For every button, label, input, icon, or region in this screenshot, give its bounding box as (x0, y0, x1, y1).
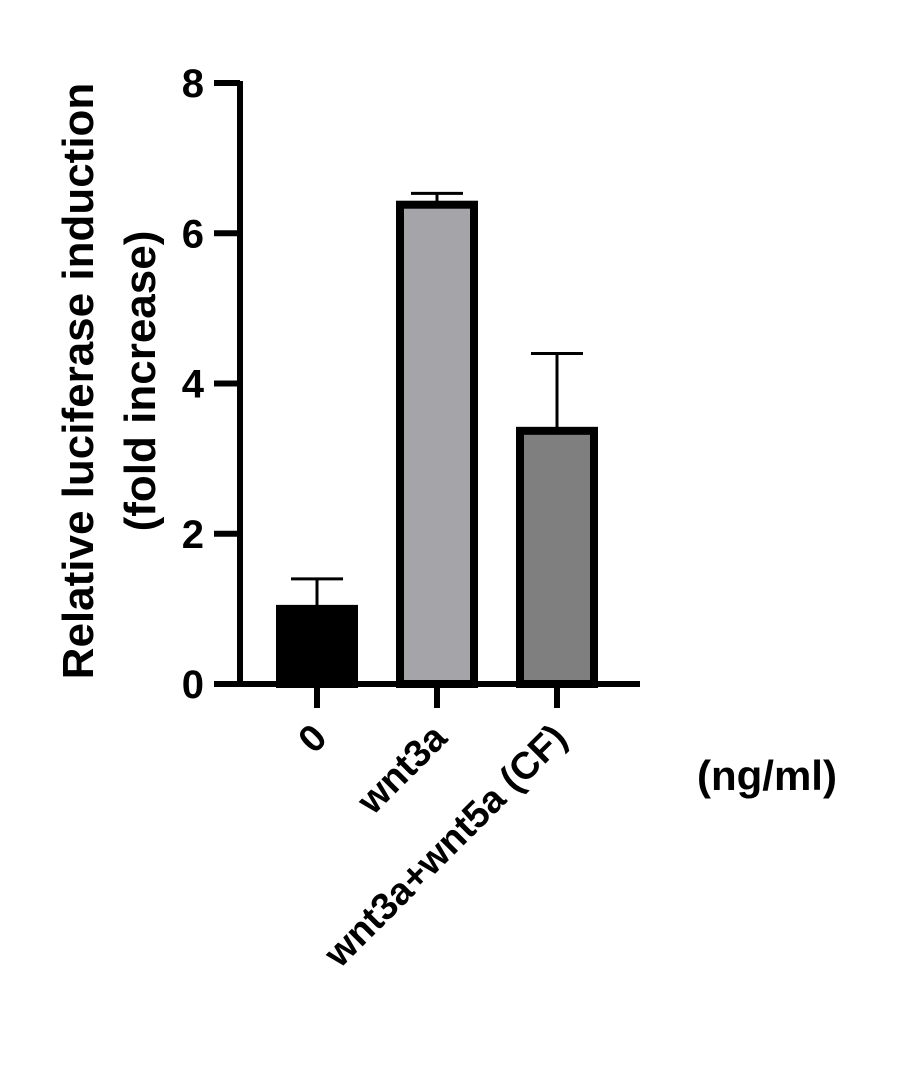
bar-1 (396, 200, 478, 688)
error-bars-group (291, 191, 583, 609)
ticks-group: 0 2 4 6 8 (182, 62, 560, 708)
y-tick-label-1: 2 (182, 513, 204, 557)
bar-2 (516, 426, 598, 688)
x-tick-label-0: 0 (291, 717, 336, 762)
y-tick-label-2: 4 (182, 363, 205, 407)
x-tick-label-1: wnt3a (349, 716, 456, 823)
y-axis-title-line-2: (fold increase) (116, 231, 165, 532)
bar-0 (276, 604, 358, 688)
y-tick-label-0: 0 (182, 663, 204, 707)
y-tick-label-4: 8 (182, 62, 204, 106)
y-axis-title: Relative luciferase induction (fold incr… (54, 83, 165, 680)
y-axis-title-line-1: Relative luciferase induction (54, 83, 103, 680)
bars-group (276, 200, 598, 688)
x-unit-label: (ng/ml) (697, 752, 837, 799)
y-tick-label-3: 6 (182, 212, 204, 256)
